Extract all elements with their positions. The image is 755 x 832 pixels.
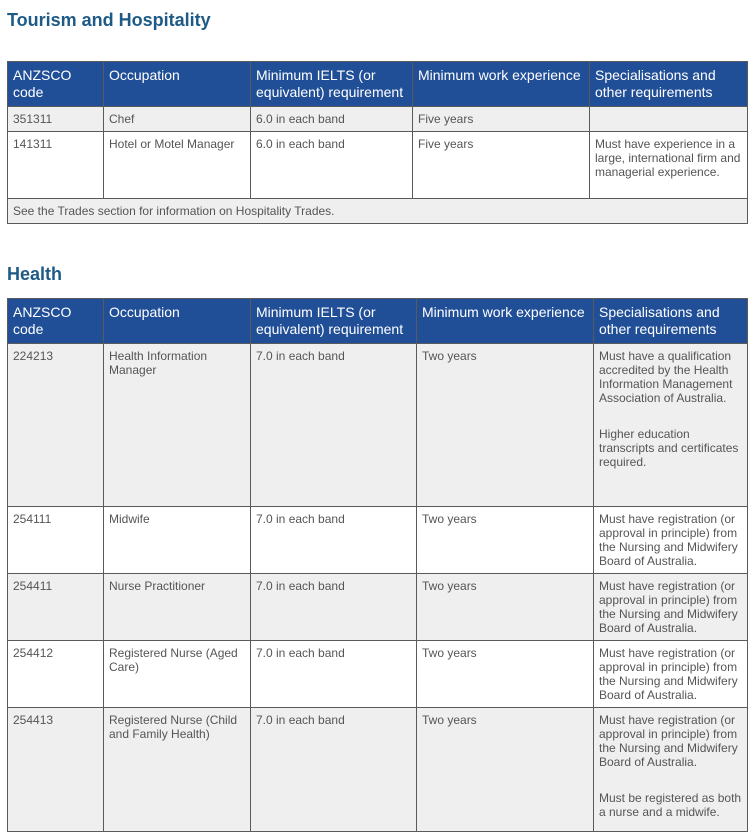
table-cell: Must have a qualification accredited by …	[593, 343, 748, 507]
table-cell: 6.0 in each band	[250, 106, 413, 132]
table-cell: 7.0 in each band	[250, 506, 417, 574]
table-row: 254413 Registered Nurse (Child and Family…	[7, 707, 748, 832]
table-body: 224213 Health Information Manager 7.0 in e…	[7, 343, 748, 832]
paragraph: Must have registration (or approval in p…	[599, 713, 738, 769]
table-cell: Five years	[412, 106, 590, 132]
table-cell: Two years	[416, 343, 594, 507]
header-cell: Minimum work experience	[416, 298, 594, 344]
table-row: 224213 Health Information Manager 7.0 in e…	[7, 343, 748, 507]
table-cell: Registered Nurse (Child and Family Healt…	[103, 707, 251, 832]
table-cell: Must have registration (or approval in p…	[593, 506, 748, 574]
header-cell: Occupation	[103, 61, 251, 107]
table-cell: 254412	[7, 640, 104, 708]
table-cell: Health Information Manager	[103, 343, 251, 507]
footer-row: See the Trades section for information o…	[7, 198, 748, 224]
table-cell: Must have registration (or approval in p…	[593, 707, 748, 832]
table-cell: Five years	[412, 131, 590, 199]
table-cell: Must have registration (or approval in p…	[593, 573, 748, 641]
table-cell: Two years	[416, 707, 594, 832]
table-cell: Hotel or Motel Manager	[103, 131, 251, 199]
table-cell: 7.0 in each band	[250, 640, 417, 708]
section-title: Tourism and Hospitality	[7, 10, 211, 30]
table-row: 351311 Chef 6.0 in each band Five years	[7, 106, 748, 132]
table-cell	[589, 106, 748, 132]
table-cell: Two years	[416, 573, 594, 641]
header-cell: ANZSCO code	[7, 61, 104, 107]
header-cell: Minimum work experience	[412, 61, 590, 107]
paragraph: Must have a qualification accredited by …	[599, 349, 733, 405]
footer-cell: See the Trades section for information o…	[7, 198, 748, 224]
header-row: ANZSCO code Occupation Minimum IELTS (or e…	[7, 61, 748, 107]
occupation-table: ANZSCO code Occupation Minimum IELTS (or e…	[7, 298, 748, 832]
table-cell: 224213	[7, 343, 104, 507]
table-cell: Must have experience in a large, interna…	[589, 131, 748, 199]
header-cell: Specialisations and other requirements	[593, 298, 748, 344]
table-cell: Must have registration (or approval in p…	[593, 640, 748, 708]
table-cell: 141311	[7, 131, 104, 199]
occupation-table: ANZSCO code Occupation Minimum IELTS (or e…	[7, 61, 748, 224]
section-title: Health	[7, 264, 63, 284]
table-row: 141311 Hotel or Motel Manager 6.0 in each …	[7, 131, 748, 199]
header-cell: Minimum IELTS (or equivalent) requiremen…	[250, 61, 413, 107]
table-cell: 254411	[7, 573, 104, 641]
table-cell: 6.0 in each band	[250, 131, 413, 199]
table-row: 254411 Nurse Practitioner 7.0 in each band…	[7, 573, 748, 641]
table-cell: Chef	[103, 106, 251, 132]
table-cell: 351311	[7, 106, 104, 132]
table-row: 254412 Registered Nurse (Aged Care) 7.0 in…	[7, 640, 748, 708]
header-cell: Specialisations and other requirements	[589, 61, 748, 107]
table-cell: Registered Nurse (Aged Care)	[103, 640, 251, 708]
table-head: ANZSCO code Occupation Minimum IELTS (or e…	[7, 61, 748, 107]
table-cell: Midwife	[103, 506, 251, 574]
header-row: ANZSCO code Occupation Minimum IELTS (or e…	[7, 298, 748, 344]
table-cell: Two years	[416, 506, 594, 574]
header-cell: Occupation	[103, 298, 251, 344]
table-body: 351311 Chef 6.0 in each band Five years 1413…	[7, 106, 748, 224]
paragraph: Must be registered as both a nurse and a…	[599, 791, 742, 819]
table-cell: 7.0 in each band	[250, 343, 417, 507]
header-cell: Minimum IELTS (or equivalent) requiremen…	[250, 298, 417, 344]
table-cell: 7.0 in each band	[250, 573, 417, 641]
table-cell: Nurse Practitioner	[103, 573, 251, 641]
table-cell: Two years	[416, 640, 594, 708]
table-cell: 7.0 in each band	[250, 707, 417, 832]
paragraph: Higher education transcripts and certifi…	[599, 427, 739, 469]
table-head: ANZSCO code Occupation Minimum IELTS (or e…	[7, 298, 748, 344]
table-cell: 254111	[7, 506, 104, 574]
table-row: 254111 Midwife 7.0 in each band Two years Mu…	[7, 506, 748, 574]
table-cell: 254413	[7, 707, 104, 832]
header-cell: ANZSCO code	[7, 298, 104, 344]
